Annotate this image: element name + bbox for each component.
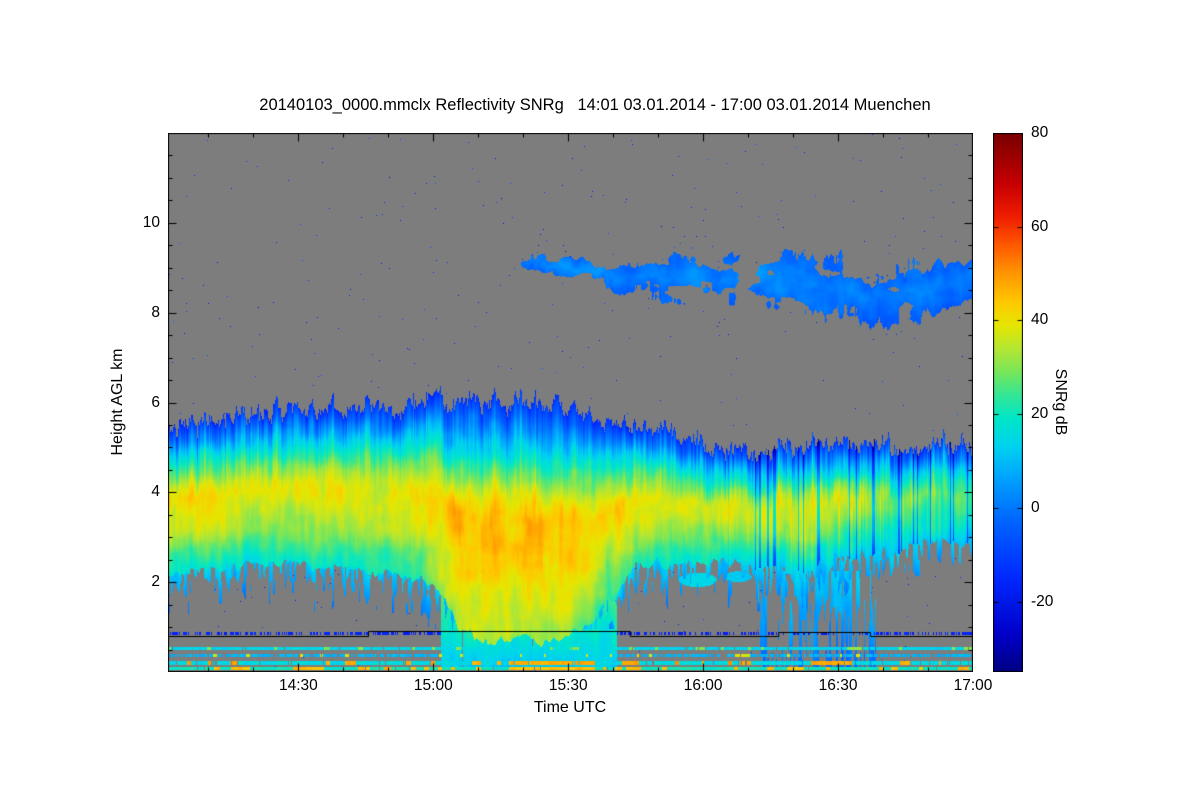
y-tick-label: 10: [142, 213, 160, 231]
x-tick-label: 16:30: [818, 677, 858, 694]
colorbar-tick-label: -20: [1031, 592, 1054, 610]
y-tick-label: 4: [151, 483, 160, 501]
heatmap-canvas: [168, 133, 973, 672]
colorbar-tick-label: 20: [1031, 405, 1049, 423]
colorbar-tick-label: 60: [1031, 217, 1049, 235]
x-tick-label: 16:00: [683, 677, 723, 694]
colorbar-canvas: [993, 133, 1023, 672]
colorbar-tick-label: 0: [1031, 498, 1040, 516]
y-tick-label: 2: [151, 573, 160, 591]
x-tick-label: 15:30: [548, 677, 588, 694]
colorbar-tick-label: 40: [1031, 311, 1049, 329]
plot-title: 20140103_0000.mmclx Reflectivity SNRg 14…: [259, 96, 931, 114]
x-axis-label: Time UTC: [533, 699, 607, 716]
colorbar-tick-label: 80: [1031, 124, 1049, 141]
x-tick-label: 17:00: [953, 677, 993, 694]
y-tick-label: 8: [151, 303, 160, 321]
x-tick-label: 15:00: [413, 677, 453, 694]
colorbar-label: SNRg dB: [1052, 368, 1069, 436]
y-tick-label: 6: [151, 393, 160, 411]
x-tick-label: 14:30: [279, 677, 318, 694]
